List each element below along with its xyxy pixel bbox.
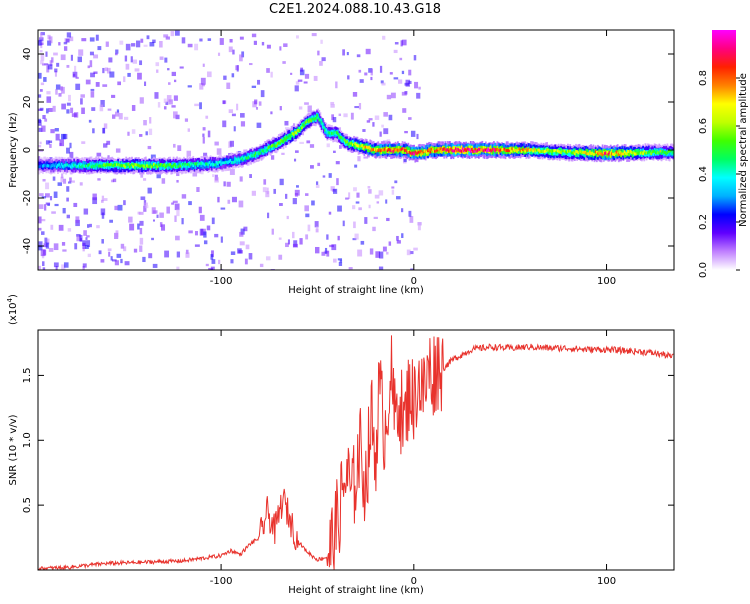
- snr-xtick-label: 100: [597, 576, 616, 587]
- snr-series-line: [38, 335, 674, 570]
- snr-ytick-label: 1.5: [22, 367, 33, 383]
- spectrogram-xlabel: Height of straight line (km): [288, 285, 424, 296]
- colorbar: 0.0 0.2 0.4 0.6 0.8 Normalized spectral ampl…: [698, 30, 749, 278]
- colorbar-tick-label: 0.6: [698, 118, 709, 134]
- spectrogram-ytick-label: 20: [22, 96, 33, 109]
- spectrogram-ytick-label: 0: [22, 147, 33, 153]
- spectrogram-heatmap: [38, 30, 674, 270]
- chart-title: C2E1.2024.088.10.43.G18: [268, 2, 442, 17]
- snr-ticks: -100 0 100 0.5 1.0 1.5: [22, 330, 674, 587]
- colorbar-tick-label: 0.8: [698, 70, 709, 86]
- spectrogram-panel: -100 0 100 -40 -20 0 20 40 Height of straight l…: [8, 29, 675, 296]
- spectrogram-ytick-label: -40: [22, 238, 33, 254]
- snr-background: [38, 330, 674, 570]
- colorbar-tick-label: 0.4: [698, 166, 709, 182]
- spectrogram-ytick-label: 40: [22, 48, 33, 61]
- snr-scale-label: (x104): [6, 294, 19, 325]
- colorbar-ramp: [712, 30, 736, 270]
- spectrogram-xtick-label: -100: [210, 276, 233, 287]
- snr-ytick-label: 0.5: [22, 497, 33, 513]
- spectrogram-xtick-label: 0: [411, 276, 417, 287]
- snr-xtick-label: 0: [411, 576, 417, 587]
- colorbar-tick-label: 0.0: [698, 262, 709, 278]
- snr-ylabel: SNR (10 * v/v): [8, 414, 19, 485]
- snr-xtick-label: -100: [210, 576, 233, 587]
- snr-frame: [37, 329, 675, 571]
- spectrogram-noise: [38, 30, 422, 270]
- snr-xlabel: Height of straight line (km): [288, 585, 424, 596]
- spectrogram-ridge: [38, 108, 674, 175]
- snr-line-group: [38, 335, 674, 570]
- snr-ytick-label: 1.0: [22, 432, 33, 448]
- spectrogram-ticks: -100 0 100 -40 -20 0 20 40: [22, 30, 674, 287]
- spectrogram-ytick-label: -20: [22, 190, 33, 206]
- colorbar-label: Normalized spectral amplitude: [738, 73, 749, 227]
- colorbar-ticks: 0.0 0.2 0.4 0.6 0.8: [698, 70, 740, 278]
- spectrogram-ylabel: Frequency (Hz): [8, 112, 19, 188]
- spectrogram-xtick-label: 100: [597, 276, 616, 287]
- snr-panel: -100 0 100 0.5 1.0 1.5 Height of straight lin…: [6, 294, 675, 596]
- colorbar-tick-label: 0.2: [698, 214, 709, 230]
